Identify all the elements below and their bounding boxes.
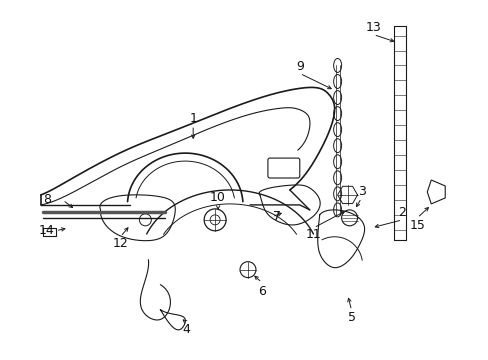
Text: 15: 15	[408, 219, 425, 232]
Text: 5: 5	[347, 311, 355, 324]
Text: 12: 12	[112, 237, 128, 250]
Text: 11: 11	[305, 228, 321, 241]
Text: 4: 4	[182, 323, 190, 336]
Text: 3: 3	[357, 185, 365, 198]
Text: 6: 6	[258, 285, 265, 298]
Text: 10: 10	[210, 192, 225, 204]
Text: 14: 14	[39, 224, 55, 237]
Text: 13: 13	[365, 21, 381, 34]
Text: 1: 1	[189, 112, 197, 125]
Text: 2: 2	[398, 206, 406, 219]
Text: 7: 7	[272, 210, 280, 223]
Text: 8: 8	[42, 193, 51, 206]
Text: 9: 9	[295, 60, 303, 73]
